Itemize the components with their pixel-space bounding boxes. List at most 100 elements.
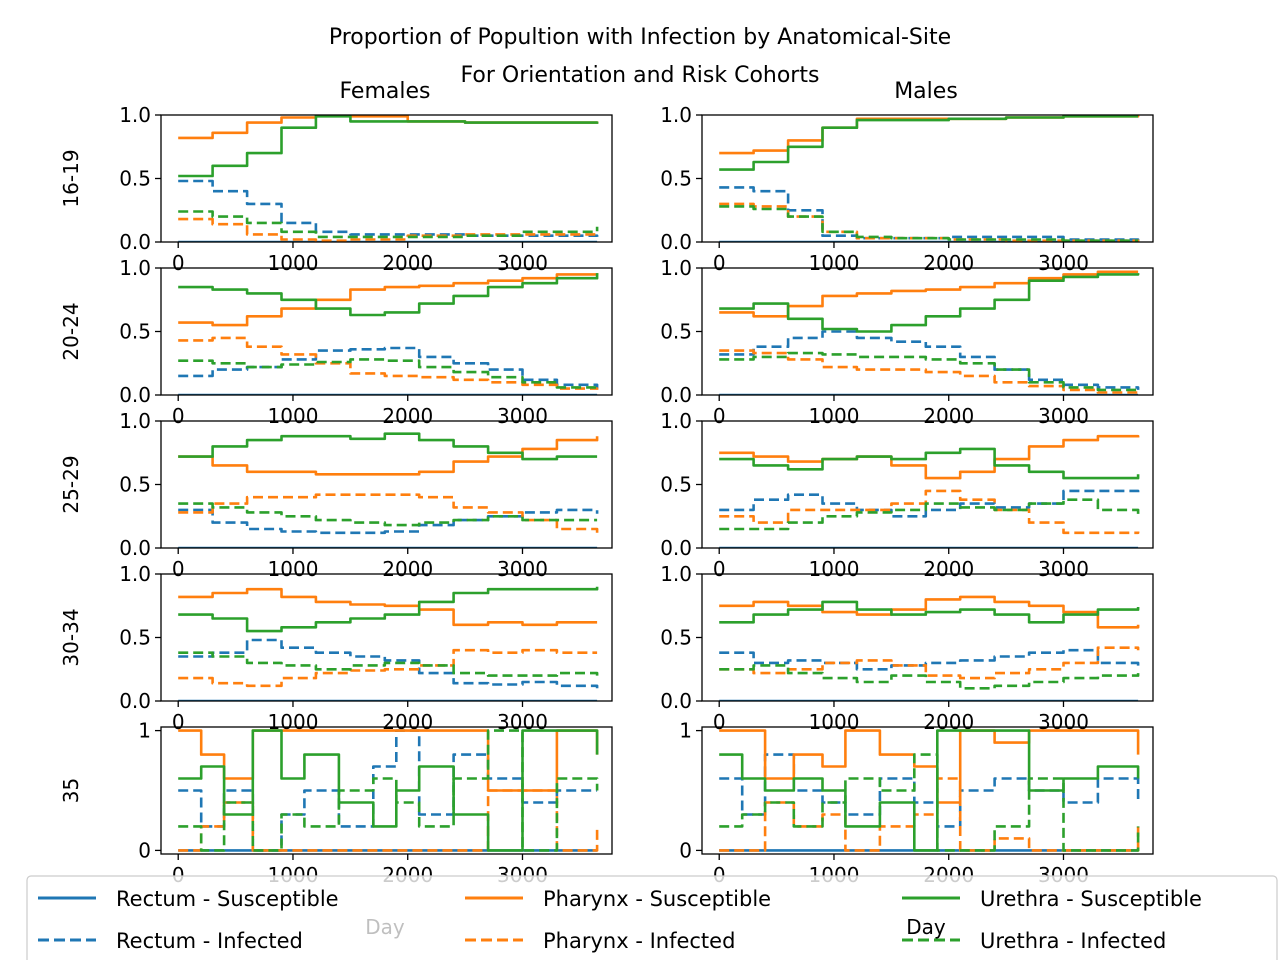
x-tick-label: 1000 bbox=[809, 404, 860, 428]
series-group bbox=[719, 729, 1140, 852]
x-tick-label: 0 bbox=[713, 251, 726, 275]
x-tick-label: 3000 bbox=[497, 251, 548, 275]
axes-frame bbox=[701, 726, 1154, 855]
x-axis-label-males: Day bbox=[906, 915, 946, 939]
x-tick-label: 1000 bbox=[268, 251, 319, 275]
legend-label-pharynx-infected: Pharynx - Infected bbox=[543, 929, 735, 953]
legend-label-rectum-infected: Rectum - Infected bbox=[116, 929, 303, 953]
series-line-urethra-susceptible bbox=[178, 729, 599, 852]
series-line-pharynx-infected bbox=[719, 777, 1140, 852]
series-group bbox=[178, 729, 599, 852]
y-tick-label: 0.5 bbox=[119, 473, 151, 497]
series-line-rectum-infected bbox=[178, 508, 599, 535]
series-line-pharynx-infected bbox=[178, 336, 599, 390]
series-line-urethra-infected bbox=[719, 753, 1140, 852]
series-group bbox=[719, 270, 1140, 395]
x-tick-label: 2000 bbox=[923, 557, 974, 581]
series-group bbox=[719, 434, 1140, 548]
series-line-pharynx-infected bbox=[178, 493, 599, 533]
series-line-urethra-infected bbox=[719, 351, 1140, 393]
series-group bbox=[178, 432, 599, 548]
column-title-females: Females bbox=[339, 79, 430, 104]
x-tick-label: 2000 bbox=[382, 251, 433, 275]
series-line-urethra-infected bbox=[178, 651, 599, 677]
x-tick-label: 1000 bbox=[809, 251, 860, 275]
y-tick-label: 1.0 bbox=[119, 256, 151, 280]
y-tick-label: 0.5 bbox=[660, 320, 692, 344]
y-tick-label: 1.0 bbox=[660, 103, 692, 127]
row-label-30-34: 30-34 bbox=[59, 608, 83, 666]
series-line-rectum-infected bbox=[719, 648, 1140, 671]
series-line-pharynx-susceptible bbox=[719, 595, 1140, 629]
series-line-urethra-infected bbox=[719, 498, 1140, 531]
y-tick-label: 0.0 bbox=[660, 536, 692, 560]
series-group bbox=[178, 586, 599, 701]
y-tick-label: 0.0 bbox=[660, 689, 692, 713]
panel-25-29-males: 0.0 0.5 1.0 0 1000 2000 3000 bbox=[660, 409, 1154, 581]
row-label-35: 35 bbox=[59, 778, 83, 803]
y-tick-label: 0.5 bbox=[119, 626, 151, 650]
y-tick-label: 0.5 bbox=[119, 320, 151, 344]
panel-16-19-males: 0.0 0.5 1.0 0 1000 2000 3000 bbox=[660, 103, 1154, 275]
x-tick-label: 0 bbox=[172, 557, 185, 581]
panel-25-29-females: 0.0 0.5 1.0 0 1000 2000 3000 bbox=[119, 409, 613, 581]
x-axis-label-females: Day bbox=[365, 915, 405, 939]
y-tick-label: 0.5 bbox=[660, 473, 692, 497]
y-tick-label: 1 bbox=[679, 719, 692, 743]
series-line-rectum-infected bbox=[178, 638, 599, 689]
y-tick-label: 1.0 bbox=[119, 409, 151, 433]
x-tick-label: 3000 bbox=[1038, 251, 1089, 275]
series-line-urethra-susceptible bbox=[719, 729, 1140, 852]
x-tick-label: 1000 bbox=[268, 557, 319, 581]
x-tick-label: 3000 bbox=[1038, 404, 1089, 428]
y-tick-label: 0.5 bbox=[119, 167, 151, 191]
series-line-pharynx-susceptible bbox=[178, 273, 599, 327]
series-line-urethra-susceptible bbox=[719, 273, 1140, 333]
panel-30-34-females: 0.00.51.00 1000 2000 3000 bbox=[119, 562, 613, 734]
series-line-urethra-susceptible bbox=[178, 586, 599, 633]
legend-frame bbox=[26, 875, 1278, 960]
y-tick-label: 0 bbox=[138, 838, 151, 862]
y-tick-label: 0.5 bbox=[660, 626, 692, 650]
series-line-pharynx-susceptible bbox=[178, 729, 599, 792]
y-tick-label: 1.0 bbox=[660, 409, 692, 433]
series-line-urethra-susceptible bbox=[719, 600, 1140, 624]
x-tick-label: 0 bbox=[172, 710, 185, 734]
series-line-urethra-infected bbox=[178, 210, 599, 239]
y-tick-label: 1 bbox=[138, 719, 151, 743]
figure-title-line1: Proportion of Popultion with Infection b… bbox=[329, 25, 951, 50]
x-tick-label: 3000 bbox=[497, 557, 548, 581]
series-line-urethra-infected bbox=[719, 664, 1140, 690]
row-label-16-19: 16-19 bbox=[59, 149, 83, 207]
series-line-urethra-infected bbox=[178, 502, 598, 527]
panel-20-24-females: 0.0 0.5 1.0 0 1000 2000 3000 bbox=[119, 256, 613, 428]
series-line-pharynx-susceptible bbox=[178, 587, 598, 627]
y-tick-label: 0.0 bbox=[119, 689, 151, 713]
row-label-25-29: 25-29 bbox=[59, 455, 83, 513]
series-line-pharynx-infected bbox=[178, 217, 598, 242]
axes-frame bbox=[160, 726, 613, 855]
y-tick-label: 1.0 bbox=[660, 562, 692, 586]
series-line-pharynx-infected bbox=[178, 789, 599, 852]
y-tick-label: 0.0 bbox=[660, 383, 692, 407]
x-tick-label: 0 bbox=[172, 404, 185, 428]
x-tick-label: 3000 bbox=[497, 404, 548, 428]
series-group bbox=[719, 595, 1140, 701]
series-line-urethra-susceptible bbox=[719, 115, 1139, 171]
series-line-urethra-infected bbox=[719, 205, 1139, 242]
y-tick-label: 0.0 bbox=[660, 230, 692, 254]
series-line-urethra-infected bbox=[178, 358, 599, 390]
series-group bbox=[178, 273, 599, 395]
panel-16-19-females: 0.0 0.5 1.0 0 1000 2000 3000 bbox=[119, 103, 613, 275]
y-tick-label: 1.0 bbox=[119, 562, 151, 586]
x-tick-label: 2000 bbox=[923, 404, 974, 428]
legend-label-rectum-susceptible: Rectum - Susceptible bbox=[116, 887, 339, 911]
x-tick-label: 2000 bbox=[923, 251, 974, 275]
y-tick-label: 0.5 bbox=[660, 167, 692, 191]
legend: Day Day Rectum - Susceptible Rectum - In… bbox=[26, 875, 1278, 960]
x-tick-label: 2000 bbox=[382, 404, 433, 428]
series-line-pharynx-infected bbox=[178, 648, 598, 688]
